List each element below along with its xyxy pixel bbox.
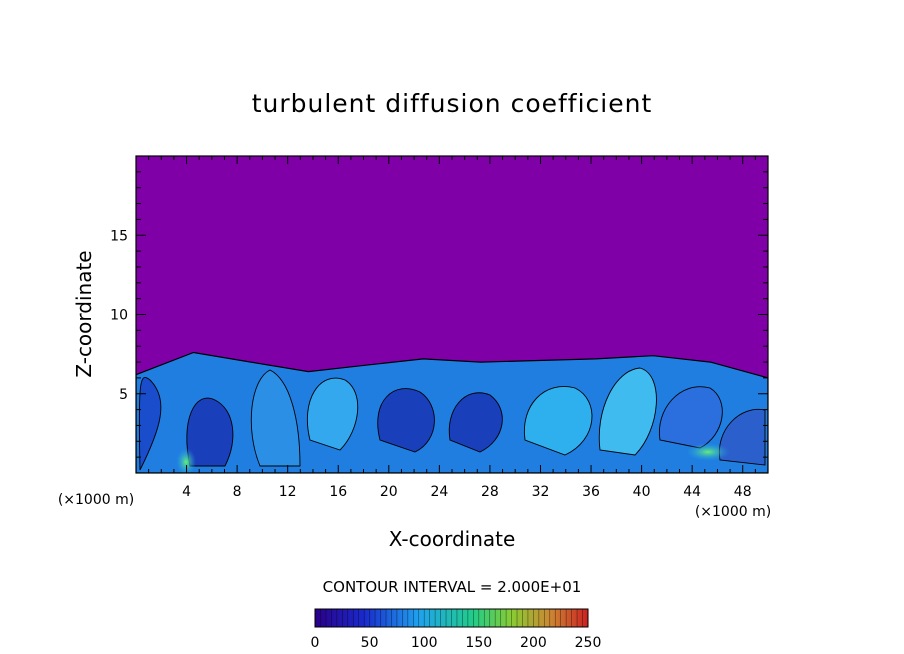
eddy-contour [598, 367, 657, 456]
colorbar-tick-label: 150 [465, 635, 492, 651]
eddy-contour [306, 377, 359, 451]
x-tick-label: 36 [582, 484, 600, 500]
x-tick-label: 20 [380, 484, 398, 500]
eddy-contour [138, 377, 162, 471]
eddy-contour [523, 386, 593, 456]
y-tick-label: 10 [110, 308, 128, 324]
x-axis-unit-right: (×1000 m) [695, 504, 771, 520]
x-tick-label: 28 [481, 484, 499, 500]
x-axis-ticks: 4 8 12 16 20 24 28 32 36 40 44 48 [148, 156, 756, 500]
eddy-contour [377, 388, 435, 453]
colorbar-tick-label: 50 [361, 635, 379, 651]
x-tick-label: 44 [683, 484, 701, 500]
x-tick-label: 12 [279, 484, 297, 500]
colorbar-tick-label: 0 [311, 635, 320, 651]
x-tick-label: 8 [233, 484, 242, 500]
x-tick-label: 40 [633, 484, 651, 500]
y-axis-label: Z-coordinate [72, 250, 96, 377]
colorbar-tick-label: 100 [411, 635, 438, 651]
eddy-contour [448, 392, 503, 453]
high-value-spot [686, 443, 730, 461]
y-axis-ticks: 5 10 15 [110, 171, 768, 458]
x-tick-label: 32 [532, 484, 550, 500]
plot-field [136, 156, 768, 473]
x-axis-unit-left: (×1000 m) [58, 492, 134, 508]
eddy-structures [138, 367, 766, 471]
chart-title: turbulent diffusion coefficient [252, 89, 653, 118]
y-tick-label: 15 [110, 228, 128, 244]
colorbar-tick-label: 250 [575, 635, 602, 651]
contour-interval-label: CONTOUR INTERVAL = 2.000E+01 [323, 578, 582, 596]
y-tick-label: 5 [119, 387, 128, 403]
x-axis-label: X-coordinate [389, 527, 516, 551]
eddy-contour [250, 369, 301, 467]
x-tick-label: 4 [182, 484, 191, 500]
eddy-contour [186, 397, 234, 467]
colorbar-tick-label: 200 [520, 635, 547, 651]
colorbar-ticks: 0 50 100 150 200 250 [311, 609, 602, 651]
high-value-spot [176, 448, 196, 473]
x-tick-label: 48 [734, 484, 752, 500]
x-tick-label: 16 [329, 484, 347, 500]
eddy-contour [658, 386, 723, 449]
x-tick-label: 24 [430, 484, 448, 500]
